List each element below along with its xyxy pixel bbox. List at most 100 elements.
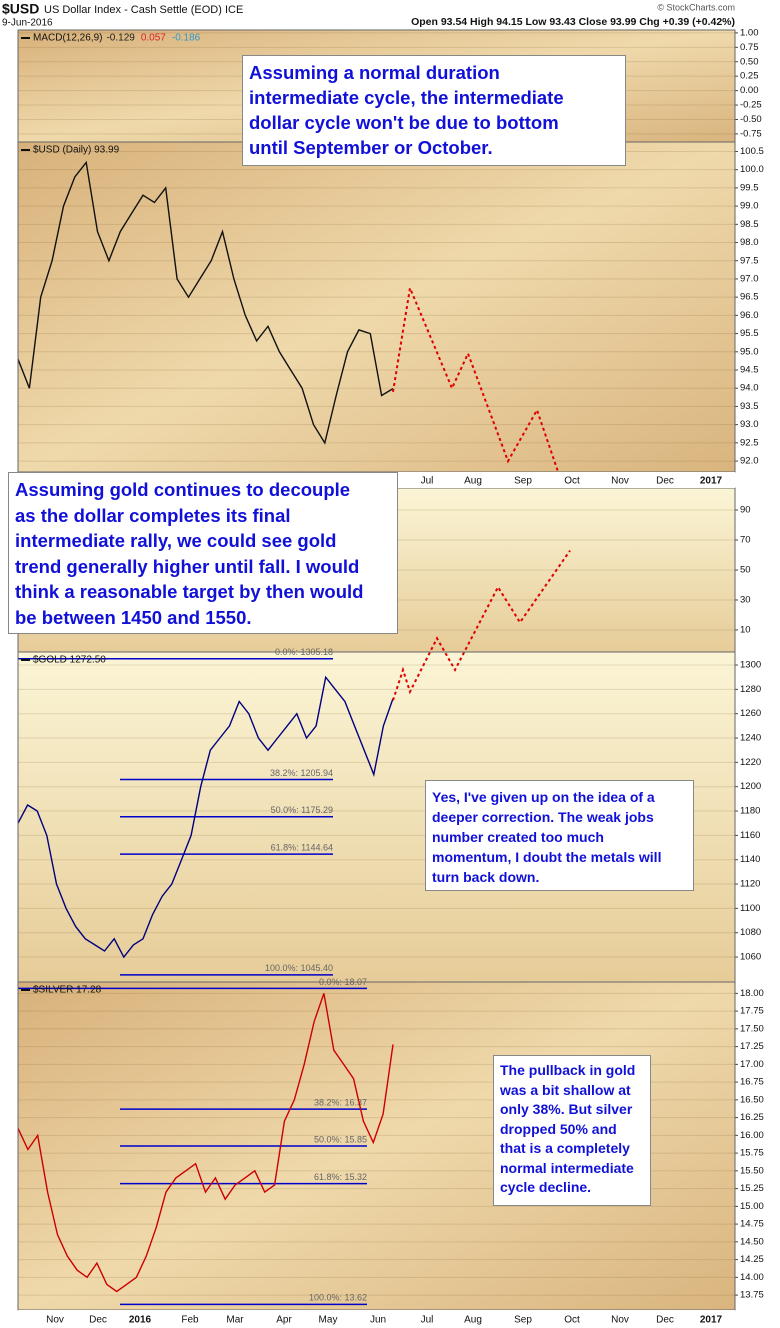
annotation: Yes, I've given up on the idea of a deepe… [425, 780, 694, 891]
fib-label: 61.8%: 1144.64 [271, 842, 333, 852]
y-tick-label: 50 [740, 565, 751, 576]
y-tick-label: 10 [740, 624, 751, 635]
y-tick-label: 98.5 [740, 219, 759, 230]
y-tick-label: -0.50 [740, 114, 762, 125]
panel-legend: $GOLD 1272.50 [33, 655, 106, 666]
x-tick-label: Jun [370, 1315, 386, 1326]
y-tick-label: 15.75 [740, 1148, 764, 1159]
fib-label: 50.0%: 1175.29 [271, 805, 333, 815]
y-tick-label: 94.5 [740, 365, 759, 376]
annotation-line: that is a completely [500, 1140, 630, 1156]
y-tick-label: 93.5 [740, 401, 759, 412]
y-tick-label: 16.75 [740, 1077, 764, 1088]
symbol: $USD [2, 1, 39, 17]
annotation-line: intermediate rally, we could see gold [15, 530, 337, 551]
y-tick-label: 1.00 [740, 27, 759, 38]
x-tick-label: Dec [656, 1315, 674, 1326]
y-tick-label: 97.5 [740, 255, 759, 266]
date: 9-Jun-2016 [2, 18, 53, 29]
forecast-line [392, 550, 571, 701]
y-tick-label: 93.0 [740, 419, 759, 430]
y-tick-label: 17.00 [740, 1059, 764, 1070]
y-tick-label: 95.5 [740, 328, 759, 339]
date-band [18, 1310, 735, 1327]
y-tick-label: 92.5 [740, 437, 759, 448]
x-tick-label: Nov [611, 1315, 629, 1326]
fib-label: 38.2%: 16.37 [314, 1097, 367, 1107]
y-tick-label: 15.00 [740, 1201, 764, 1212]
y-tick-label: 1100 [740, 903, 760, 914]
y-tick-label: 90 [740, 505, 751, 516]
x-tick-label: 2016 [129, 1315, 152, 1326]
x-tick-label: Dec [89, 1315, 107, 1326]
annotation-line: deeper correction. The weak jobs [432, 809, 654, 825]
y-tick-label: 0.25 [740, 71, 759, 82]
x-tick-label: Sep [514, 476, 532, 487]
x-tick-label: 2017 [700, 476, 723, 487]
fib-label: 38.2%: 1205.94 [270, 768, 333, 778]
panel-background [18, 142, 735, 472]
x-tick-label: May [319, 1315, 338, 1326]
x-tick-label: Nov [46, 1315, 64, 1326]
y-tick-label: 1260 [740, 708, 761, 719]
annotation-line: was a bit shallow at [500, 1081, 631, 1098]
y-tick-label: 1080 [740, 927, 761, 938]
y-tick-label: 0.75 [740, 42, 759, 53]
annotation: Assuming a normal duration intermediate c… [242, 55, 626, 166]
x-tick-label: Mar [226, 1315, 244, 1326]
annotation-line: normal intermediate [500, 1159, 634, 1176]
y-tick-label: 70 [740, 535, 751, 546]
x-tick-label: Aug [464, 476, 482, 487]
y-tick-label: 1140 [740, 854, 760, 865]
annotation-line: Assuming gold continues to decouple [15, 479, 351, 500]
y-tick-label: 96.5 [740, 292, 759, 303]
y-tick-label: 95.0 [740, 346, 759, 357]
y-tick-label: 97.0 [740, 273, 759, 284]
y-tick-label: -0.75 [740, 128, 762, 139]
annotation-line: dollar cycle won't be due to bottom [249, 112, 559, 133]
legend-value: -0.186 [172, 33, 201, 44]
y-tick-label: 17.25 [740, 1041, 764, 1052]
y-tick-label: 100.5 [740, 146, 764, 157]
annotation-line: cycle decline. [500, 1179, 592, 1195]
y-tick-label: 1160 [740, 830, 760, 841]
annotation-line: turn back down. [432, 869, 540, 885]
y-tick-label: 99.5 [740, 182, 759, 193]
x-tick-label: Dec [656, 476, 674, 487]
y-tick-label: 30 [740, 594, 751, 605]
annotation-line: The pullback in gold [500, 1062, 636, 1078]
x-tick-label: Apr [276, 1315, 292, 1326]
y-tick-label: 96.0 [740, 310, 759, 321]
credit: © StockCharts.com [657, 2, 735, 12]
x-tick-label: Sep [514, 1315, 532, 1326]
annotation-line: think a reasonable target by then would [15, 581, 364, 602]
fib-label: 61.8%: 15.32 [314, 1172, 367, 1182]
annotation: Assuming gold continues to decouple as th… [8, 472, 398, 634]
annotation-line: number created too much [432, 829, 604, 845]
annotation-line: Yes, I've given up on the idea of a [432, 789, 655, 805]
annotation-line: dropped 50% and [500, 1120, 617, 1137]
annotation-line: trend generally higher until fall. I wou… [15, 555, 360, 577]
price-line [17, 160, 394, 445]
y-tick-label: 0.00 [740, 85, 759, 96]
y-tick-label: 16.25 [740, 1112, 764, 1123]
y-tick-label: 1300 [740, 660, 761, 671]
legend-value: -0.129 [106, 33, 135, 44]
y-tick-label: 15.50 [740, 1165, 764, 1176]
y-tick-label: 14.50 [740, 1236, 764, 1247]
panel-legend: $SILVER 17.28 [33, 985, 102, 996]
x-tick-label: Oct [564, 1315, 580, 1326]
fib-label: 100.0%: 1045.40 [265, 963, 333, 973]
quote: Open 93.54 High 94.15 Low 93.43 Close 93… [411, 16, 735, 28]
annotation-line: as the dollar completes its final [15, 504, 291, 526]
annotation-line: until September or October. [249, 137, 493, 158]
y-tick-label: 16.00 [740, 1130, 764, 1141]
y-tick-label: 92.0 [740, 456, 759, 467]
x-tick-label: Oct [564, 476, 580, 487]
y-tick-label: 15.25 [740, 1183, 764, 1194]
panel-legend: MACD(12,26,9) [33, 33, 102, 44]
y-tick-label: 1220 [740, 757, 761, 768]
x-tick-label: Jul [421, 1315, 434, 1326]
y-tick-label: 94.0 [740, 383, 759, 394]
